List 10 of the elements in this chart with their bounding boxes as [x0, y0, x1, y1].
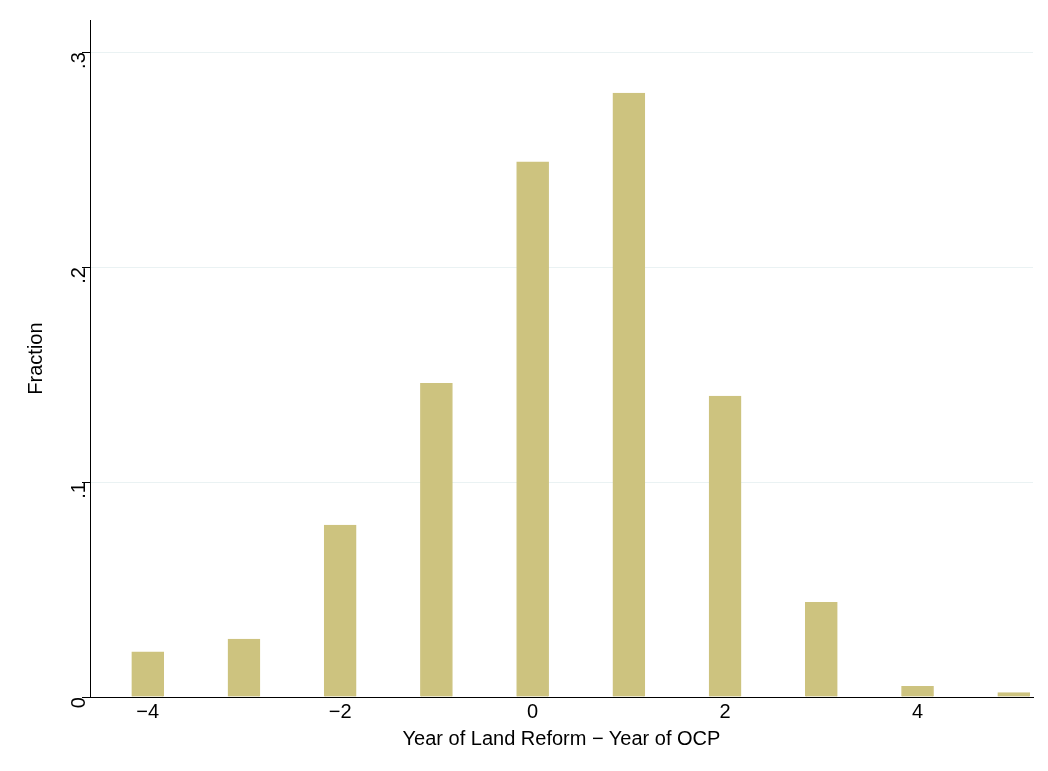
x-tick-label: 2: [719, 699, 731, 722]
y-axis-title: Fraction: [23, 322, 46, 395]
x-tick-label: 4: [911, 699, 924, 722]
y-tick-label: .3: [66, 52, 89, 69]
x-tick-label: −4: [136, 699, 160, 722]
x-tick-label: 0: [527, 699, 539, 722]
x-axis-title: Year of Land Reform − Year of OCP: [402, 726, 721, 749]
x-tick-label: −2: [328, 699, 352, 722]
y-tick-label: .1: [66, 482, 89, 499]
y-tick-label: .2: [66, 267, 89, 284]
